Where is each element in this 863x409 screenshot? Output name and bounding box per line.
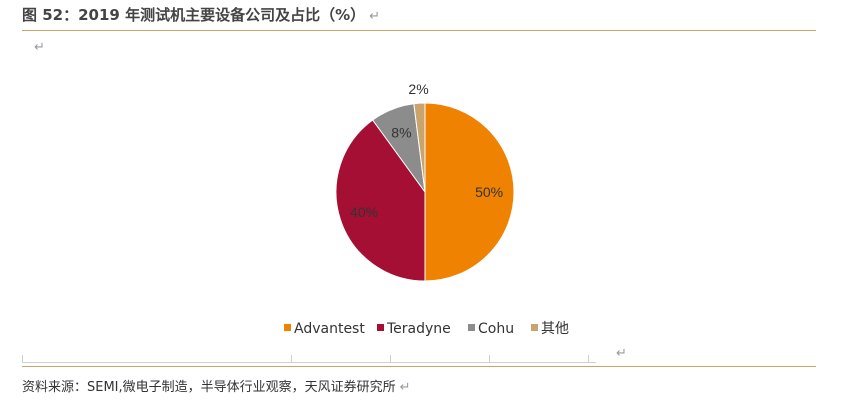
legend-swatch <box>531 324 538 331</box>
table-divider <box>390 355 391 363</box>
data-label-teradyne: 40% <box>350 204 378 220</box>
pie-slice-teradyne <box>335 119 426 282</box>
return-mark-icon: ↵ <box>34 40 45 55</box>
data-label-cohu: 8% <box>391 124 411 140</box>
figure-title-text: 图 52：2019 年测试机主要设备公司及占比（%） <box>22 6 366 24</box>
pie-data-labels: 50% 40% 8% 2% <box>350 81 503 220</box>
legend-swatch <box>377 324 384 331</box>
table-divider <box>489 355 490 363</box>
pie-slice-advantest <box>424 102 515 282</box>
legend-item-teradyne: Teradyne <box>377 321 451 337</box>
pie-slice-other <box>413 102 426 193</box>
legend-swatch <box>468 324 475 331</box>
legend-label: Advantest <box>294 321 365 337</box>
table-bottom-line <box>22 362 596 363</box>
source-text: 资料来源：SEMI,微电子制造，半导体行业观察，天风证券研究所 <box>22 380 396 395</box>
table-divider <box>22 355 23 363</box>
return-mark-icon: ↵ <box>399 380 411 395</box>
legend-item-other: 其他 <box>531 321 569 337</box>
legend-label: Cohu <box>478 321 514 337</box>
pie-slices <box>335 102 515 282</box>
chart-legend: Advantest Teradyne Cohu 其他 <box>284 321 569 337</box>
legend-item-cohu: Cohu <box>468 321 514 337</box>
table-divider <box>291 355 292 363</box>
legend-label: 其他 <box>541 321 569 337</box>
table-divider <box>588 355 589 363</box>
legend-label: Teradyne <box>386 321 451 337</box>
figure-title: 图 52：2019 年测试机主要设备公司及占比（%） ↵ <box>22 4 380 25</box>
data-label-advantest: 50% <box>475 184 503 200</box>
legend-swatch <box>284 324 291 331</box>
source-note: 资料来源：SEMI,微电子制造，半导体行业观察，天风证券研究所 ↵ <box>22 376 411 395</box>
return-mark-icon: ↵ <box>616 346 627 361</box>
return-mark-icon: ↵ <box>369 9 381 24</box>
legend-item-advantest: Advantest <box>284 321 365 337</box>
title-underline <box>22 30 816 31</box>
data-label-other: 2% <box>408 81 428 97</box>
source-rule <box>22 366 816 367</box>
